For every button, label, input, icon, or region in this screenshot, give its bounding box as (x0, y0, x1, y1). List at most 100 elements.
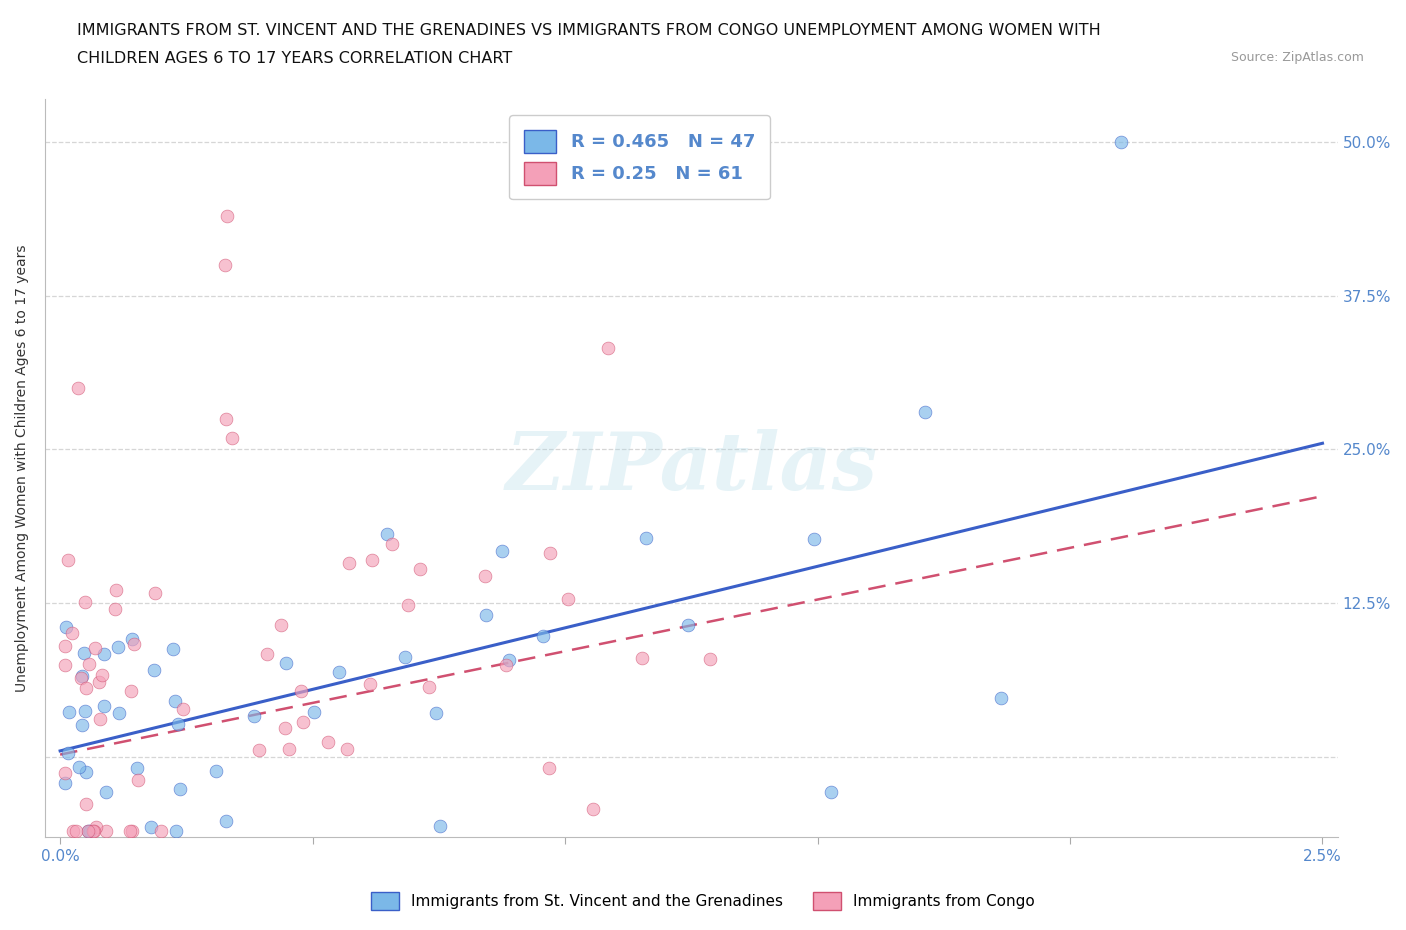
Point (120, 684, 142, 698)
Point (557, 591, 579, 606)
Point (55, 619, 77, 634)
Point (699, 651, 721, 666)
Point (67, 760, 90, 775)
Point (70, 718, 93, 733)
Point (474, 568, 496, 583)
Point (165, 823, 187, 838)
Point (125, 761, 148, 776)
Point (243, 709, 266, 724)
Point (79, 823, 101, 838)
Point (277, 741, 299, 756)
Point (328, 665, 350, 680)
Point (56, 746, 79, 761)
Point (990, 691, 1012, 706)
Point (396, 598, 419, 613)
Point (76, 823, 98, 838)
Point (361, 552, 384, 567)
Point (53, 776, 76, 790)
Point (121, 823, 143, 838)
Point (75, 796, 97, 811)
Text: ZIPatlas: ZIPatlas (505, 429, 877, 507)
Point (107, 640, 129, 655)
Point (108, 706, 131, 721)
Point (82, 823, 104, 838)
Point (803, 532, 825, 547)
Point (141, 819, 163, 834)
Point (58, 553, 80, 568)
Point (75, 703, 97, 718)
Point (172, 702, 194, 717)
Text: IMMIGRANTS FROM ST. VINCENT AND THE GRENADINES VS IMMIGRANTS FROM CONGO UNEMPLOY: IMMIGRANTS FROM ST. VINCENT AND THE GREN… (77, 23, 1101, 38)
Point (70, 669, 93, 684)
Point (53, 658, 76, 672)
Point (204, 764, 226, 778)
Point (337, 556, 360, 571)
Point (215, 813, 238, 828)
Point (118, 823, 141, 838)
Point (165, 694, 187, 709)
Point (83, 823, 105, 838)
Point (359, 676, 381, 691)
Point (292, 714, 315, 729)
Point (215, 411, 238, 426)
Point (247, 743, 270, 758)
Point (150, 823, 173, 838)
Point (336, 741, 359, 756)
Point (93, 647, 115, 662)
Point (630, 651, 652, 666)
Point (676, 618, 699, 632)
Point (214, 258, 236, 272)
Point (105, 582, 128, 597)
Point (425, 706, 447, 721)
Point (84, 820, 107, 835)
Point (169, 782, 191, 797)
Point (429, 818, 451, 833)
Point (167, 716, 190, 731)
Point (598, 340, 620, 355)
Text: CHILDREN AGES 6 TO 17 YEARS CORRELATION CHART: CHILDREN AGES 6 TO 17 YEARS CORRELATION … (77, 51, 513, 66)
Point (104, 602, 127, 617)
Point (77, 823, 100, 838)
Point (70, 671, 93, 685)
Point (498, 653, 520, 668)
Point (474, 607, 496, 622)
Point (409, 562, 432, 577)
Point (394, 650, 416, 665)
Point (121, 632, 143, 647)
Point (62, 823, 84, 838)
Point (274, 656, 297, 671)
Point (75, 595, 97, 610)
Point (316, 735, 339, 750)
Point (290, 684, 312, 698)
Point (221, 431, 243, 445)
Point (495, 658, 517, 672)
Point (1109, 134, 1132, 149)
Point (94, 823, 117, 838)
Point (256, 646, 278, 661)
Point (60, 626, 83, 641)
Point (914, 405, 936, 419)
Point (274, 720, 297, 735)
Point (73, 645, 96, 660)
Point (87, 675, 110, 690)
Point (582, 802, 605, 817)
Point (270, 618, 292, 632)
Point (215, 208, 238, 223)
Legend: R = 0.465   N = 47, R = 0.25   N = 61: R = 0.465 N = 47, R = 0.25 N = 61 (509, 115, 769, 199)
Point (531, 629, 554, 644)
Point (58, 704, 80, 719)
Point (538, 761, 561, 776)
Point (491, 544, 513, 559)
Point (538, 546, 561, 561)
Point (127, 772, 149, 787)
Point (83, 641, 105, 656)
Point (79, 657, 101, 671)
Point (93, 698, 115, 713)
Point (143, 663, 166, 678)
Point (143, 586, 166, 601)
Point (65, 823, 87, 838)
Point (66, 380, 89, 395)
Point (418, 680, 440, 695)
Legend: Immigrants from St. Vincent and the Grenadines, Immigrants from Congo: Immigrants from St. Vincent and the Gren… (364, 884, 1042, 918)
Point (302, 704, 325, 719)
